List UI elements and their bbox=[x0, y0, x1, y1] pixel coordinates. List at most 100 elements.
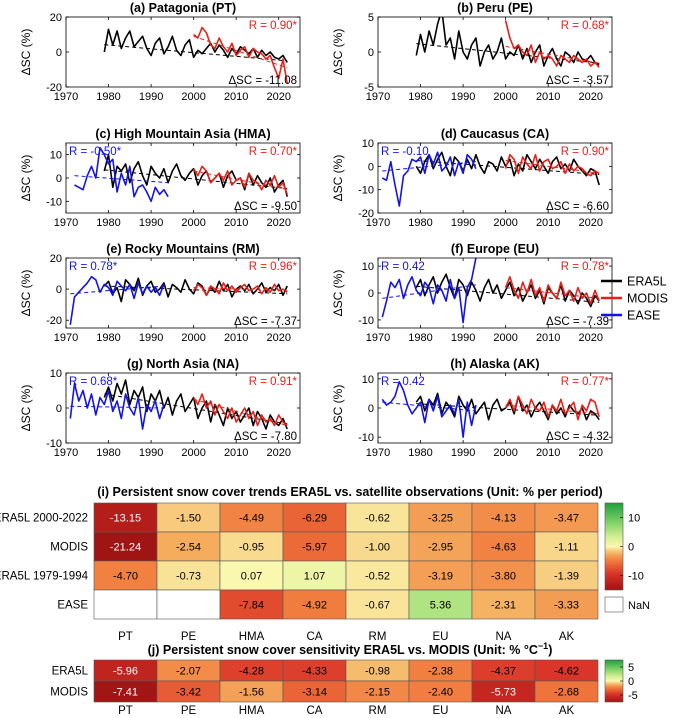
heatmap-cell bbox=[408, 560, 473, 591]
x-tick-label: 2020 bbox=[266, 447, 290, 459]
x-tick-label: 1980 bbox=[408, 91, 432, 103]
heatmap-row-label: ERA5L bbox=[52, 666, 89, 678]
annotation-r-ease: R = 0.42 bbox=[381, 376, 425, 388]
heatmap-column-label: RM bbox=[369, 705, 387, 717]
x-tick-label: 1990 bbox=[451, 447, 475, 459]
heatmap-cell-value: -3.47 bbox=[554, 513, 579, 525]
heatmap-cell-value: -6.29 bbox=[302, 513, 327, 525]
annotation-r-modis: R = 0.96* bbox=[249, 261, 298, 273]
heatmap-column-label: CA bbox=[307, 631, 323, 643]
y-axis-label: ΔSC (%) bbox=[331, 270, 345, 317]
heatmap-cell-value: -2.40 bbox=[428, 687, 453, 699]
y-tick-label: 0 bbox=[368, 403, 374, 415]
trend-line-ease bbox=[70, 405, 164, 409]
annotation-delta-sc: ΔSC = -9.50 bbox=[234, 201, 297, 213]
x-tick-label: 1980 bbox=[96, 332, 120, 344]
x-tick-label: 2010 bbox=[536, 217, 560, 229]
annotation-delta-sc: ΔSC = -4.32 bbox=[546, 431, 609, 443]
heatmap-cell-value: 1.07 bbox=[304, 571, 325, 583]
heatmap-row-label: ERA5L 1979-1994 bbox=[0, 571, 89, 583]
x-tick-label: 1970 bbox=[54, 332, 78, 344]
heatmap-column-label: PE bbox=[181, 705, 197, 717]
series-line-ease bbox=[74, 146, 169, 203]
x-tick-label: 2010 bbox=[224, 332, 248, 344]
series-line-era5l bbox=[103, 28, 288, 63]
y-tick-label: 10 bbox=[50, 368, 62, 380]
heatmap-cell-value: -1.56 bbox=[239, 687, 264, 699]
x-tick-label: 1980 bbox=[408, 217, 432, 229]
trend-line-modis bbox=[505, 287, 600, 299]
heatmap-cell-value: -2.07 bbox=[176, 666, 201, 678]
x-tick-label: 1990 bbox=[139, 332, 163, 344]
heatmap-cell bbox=[282, 560, 347, 591]
panel-title: (e) Rocky Mountains (RM) bbox=[106, 242, 259, 256]
panel-a: (a) Patagonia (PT)ΔSC (%)1970 1980 1990 200… bbox=[19, 1, 301, 103]
legend: ERA5L MODIS EASE bbox=[601, 275, 668, 323]
colorbar-tick-label: 10 bbox=[628, 513, 640, 525]
y-tick-label: 0 bbox=[368, 161, 374, 173]
annotation-r-modis: R = 0.77* bbox=[561, 376, 610, 388]
y-axis-label: ΔSC (%) bbox=[19, 29, 33, 76]
annotation-r-ease: R = 0.68* bbox=[69, 376, 118, 388]
y-tick-label: 10 bbox=[362, 261, 374, 273]
x-tick-label: 2020 bbox=[266, 217, 290, 229]
y-tick-label: 20 bbox=[50, 12, 62, 24]
heatmap-cell-value: -0.52 bbox=[365, 571, 390, 583]
heatmap-cell bbox=[156, 560, 221, 591]
y-tick-label: 0 bbox=[56, 403, 62, 415]
heatmap-cell bbox=[282, 502, 347, 533]
heatmap-column-label: PE bbox=[181, 631, 197, 643]
x-tick-label: 1990 bbox=[451, 91, 475, 103]
colorbar-tick-label: 0 bbox=[628, 676, 634, 688]
heatmap-cell-value: -2.95 bbox=[428, 542, 453, 554]
heatmap-cell-value: -13.15 bbox=[110, 513, 141, 525]
heatmap-column-label: NA bbox=[496, 705, 512, 717]
trend-line-era5l bbox=[416, 160, 600, 175]
heatmap-cell-value: -4.70 bbox=[113, 571, 138, 583]
heatmap-cell-value: -4.33 bbox=[302, 666, 327, 678]
series-line-ease bbox=[381, 380, 477, 439]
heatmap-cell bbox=[345, 531, 410, 562]
y-axis-label: ΔSC (%) bbox=[19, 270, 33, 317]
trend-line-modis bbox=[193, 170, 288, 190]
y-axis-label: ΔSC (%) bbox=[19, 385, 33, 432]
x-tick-label: 2000 bbox=[181, 332, 205, 344]
y-axis-label: ΔSC (%) bbox=[331, 385, 345, 432]
trend-line-modis bbox=[193, 35, 288, 69]
heatmap-column-label: EU bbox=[433, 705, 449, 717]
annotation-r-modis: R = 0.90* bbox=[249, 20, 298, 32]
heatmap-cell bbox=[534, 560, 599, 591]
x-tick-label: 2020 bbox=[266, 332, 290, 344]
annotation-r-modis: R = 0.70* bbox=[249, 146, 298, 158]
heatmap-column-label: EU bbox=[433, 631, 449, 643]
x-tick-label: 2020 bbox=[578, 332, 602, 344]
x-tick-label: 1970 bbox=[54, 217, 78, 229]
trend-line-era5l bbox=[104, 393, 288, 425]
colorbar-tick-label: 5 bbox=[628, 662, 634, 674]
x-tick-label: 1990 bbox=[139, 447, 163, 459]
trend-line-modis bbox=[505, 45, 600, 64]
series-line-modis bbox=[192, 165, 288, 195]
heatmap-cell-value: -4.37 bbox=[491, 666, 516, 678]
panel-title: (d) Caucasus (CA) bbox=[441, 127, 549, 141]
heatmap-cell-value: -21.24 bbox=[110, 542, 141, 554]
y-tick-label: -20 bbox=[358, 208, 374, 220]
x-tick-label: 2010 bbox=[224, 91, 248, 103]
series-line-era5l bbox=[415, 17, 600, 67]
heatmap-cell bbox=[282, 589, 347, 620]
heatmap-cell-value: -7.41 bbox=[113, 687, 138, 699]
panel-title: (f) Europe (EU) bbox=[451, 242, 539, 256]
series-line-era5l bbox=[103, 153, 288, 197]
heatmap-i: (i) Persistent snow cover trends ERA5L v… bbox=[0, 485, 650, 643]
trend-line-modis bbox=[193, 398, 288, 426]
panel-title: (b) Peru (PE) bbox=[457, 1, 533, 15]
panel-d: (d) Caucasus (CA) ΔSC (%) 1970 1980 1990 2000… bbox=[331, 127, 613, 229]
x-tick-label: 1970 bbox=[54, 447, 78, 459]
trend-line-era5l bbox=[104, 285, 288, 295]
trend-line-ease bbox=[382, 161, 476, 172]
x-tick-label: 1980 bbox=[96, 91, 120, 103]
colorbar-tick-label: -10 bbox=[628, 571, 644, 583]
trend-line-era5l bbox=[416, 43, 600, 64]
heatmap-cell-value: -5.97 bbox=[302, 542, 327, 554]
